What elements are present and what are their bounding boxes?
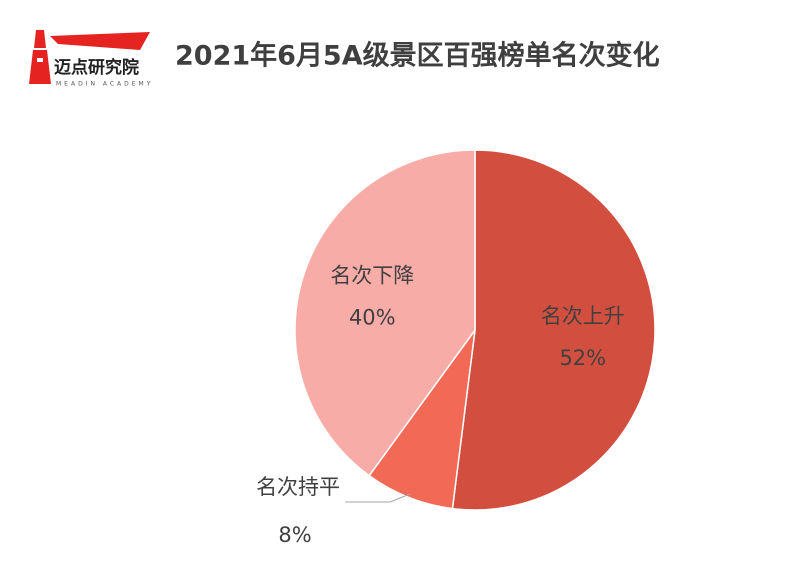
lighthouse-top (34, 30, 46, 48)
value-label: 8% (278, 523, 311, 547)
category-label: 名次下降 (330, 264, 414, 288)
chart-title: 2021年6月5A级景区百强榜单名次变化 (175, 40, 660, 72)
category-label: 名次持平 (256, 475, 340, 499)
leader-line (345, 493, 411, 503)
value-label: 40% (349, 306, 396, 330)
category-label: 名次上升 (541, 304, 625, 328)
logo-name: 迈点研究院 (54, 57, 139, 78)
logo-banner (50, 32, 150, 50)
logo-subtitle: MEADIN ACADEMY (56, 81, 153, 88)
logo: 迈点研究院 MEADIN ACADEMY (29, 30, 153, 88)
lighthouse-body (29, 50, 51, 84)
value-label: 52% (559, 346, 606, 370)
pie-slice (294, 149, 476, 477)
pie-slice (368, 329, 476, 510)
lighthouse-window (37, 58, 43, 62)
pie-slice (451, 149, 656, 511)
